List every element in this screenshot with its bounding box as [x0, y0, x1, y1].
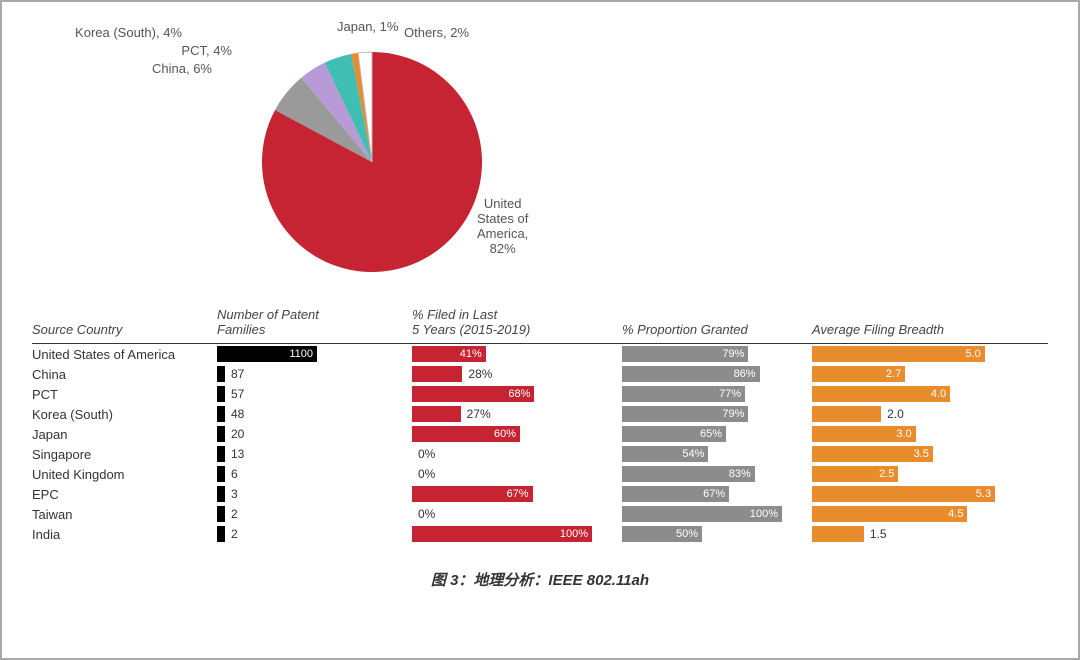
cell-granted: 100% — [622, 506, 812, 522]
cell-granted: 65% — [622, 426, 812, 442]
cell-breadth: 2.7 — [812, 366, 1022, 382]
cell-country: Singapore — [32, 447, 217, 462]
cell-families: 1100 — [217, 346, 412, 362]
cell-breadth: 5.0 — [812, 346, 1022, 362]
cell-granted: 54% — [622, 446, 812, 462]
cell-granted: 79% — [622, 406, 812, 422]
cell-filed: 28% — [412, 366, 622, 382]
cell-filed: 68% — [412, 386, 622, 402]
cell-families: 87 — [217, 366, 412, 382]
data-table: Source Country Number of PatentFamilies … — [32, 307, 1048, 544]
table-row: Singapore130%54%3.5 — [32, 444, 1048, 464]
table-row: PCT5768%77%4.0 — [32, 384, 1048, 404]
cell-filed: 27% — [412, 406, 622, 422]
cell-breadth: 2.0 — [812, 406, 1022, 422]
table-row: Korea (South)4827%79%2.0 — [32, 404, 1048, 424]
cell-filed: 0% — [412, 506, 622, 522]
cell-breadth: 4.5 — [812, 506, 1022, 522]
table-row: China8728%86%2.7 — [32, 364, 1048, 384]
cell-country: EPC — [32, 487, 217, 502]
pie-slice-label: China, 6% — [152, 62, 212, 77]
cell-breadth: 3.5 — [812, 446, 1022, 462]
cell-breadth: 4.0 — [812, 386, 1022, 402]
cell-breadth: 2.5 — [812, 466, 1022, 482]
cell-breadth: 1.5 — [812, 526, 1022, 542]
cell-families: 2 — [217, 526, 412, 542]
cell-breadth: 3.0 — [812, 426, 1022, 442]
cell-filed: 100% — [412, 526, 622, 542]
cell-granted: 86% — [622, 366, 812, 382]
cell-granted: 77% — [622, 386, 812, 402]
pie-chart — [257, 47, 487, 277]
cell-families: 20 — [217, 426, 412, 442]
table-row: India2100%50%1.5 — [32, 524, 1048, 544]
figure-caption: 图 3：地理分析：IEEE 802.11ah — [32, 569, 1048, 590]
cell-families: 57 — [217, 386, 412, 402]
pie-slice-label: Korea (South), 4% — [75, 26, 182, 41]
cell-granted: 50% — [622, 526, 812, 542]
cell-country: Taiwan — [32, 507, 217, 522]
cell-country: United States of America — [32, 347, 217, 362]
cell-country: PCT — [32, 387, 217, 402]
cell-families: 2 — [217, 506, 412, 522]
pie-slice-label: Others, 2% — [404, 26, 469, 41]
cell-country: India — [32, 527, 217, 542]
cell-breadth: 5.3 — [812, 486, 1022, 502]
cell-granted: 83% — [622, 466, 812, 482]
header-families: Number of PatentFamilies — [217, 307, 412, 337]
pie-chart-area: UnitedStates ofAmerica,82% China, 6% PCT, … — [32, 12, 1048, 302]
pie-slice-label: Japan, 1% — [337, 20, 398, 35]
table-row: United States of America110041%79%5.0 — [32, 344, 1048, 364]
header-country: Source Country — [32, 322, 217, 337]
cell-country: Korea (South) — [32, 407, 217, 422]
header-granted: % Proportion Granted — [622, 322, 812, 337]
header-filed: % Filed in Last5 Years (2015-2019) — [412, 307, 622, 337]
cell-country: United Kingdom — [32, 467, 217, 482]
cell-filed: 0% — [412, 446, 622, 462]
cell-granted: 67% — [622, 486, 812, 502]
cell-families: 48 — [217, 406, 412, 422]
cell-filed: 67% — [412, 486, 622, 502]
cell-country: Japan — [32, 427, 217, 442]
table-row: EPC367%67%5.3 — [32, 484, 1048, 504]
cell-filed: 41% — [412, 346, 622, 362]
table-row: Taiwan20%100%4.5 — [32, 504, 1048, 524]
cell-families: 6 — [217, 466, 412, 482]
cell-families: 13 — [217, 446, 412, 462]
table-row: Japan2060%65%3.0 — [32, 424, 1048, 444]
table-header-row: Source Country Number of PatentFamilies … — [32, 307, 1048, 344]
cell-families: 3 — [217, 486, 412, 502]
table-row: United Kingdom60%83%2.5 — [32, 464, 1048, 484]
cell-granted: 79% — [622, 346, 812, 362]
cell-filed: 60% — [412, 426, 622, 442]
pie-slice-label: UnitedStates ofAmerica,82% — [477, 197, 528, 257]
cell-country: China — [32, 367, 217, 382]
cell-filed: 0% — [412, 466, 622, 482]
pie-slice-label: PCT, 4% — [181, 44, 232, 59]
header-breadth: Average Filing Breadth — [812, 322, 1022, 337]
